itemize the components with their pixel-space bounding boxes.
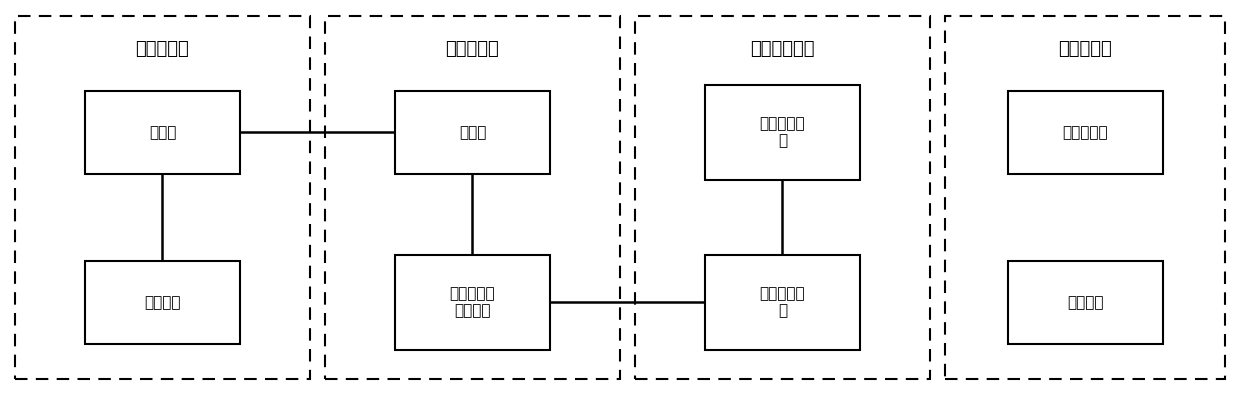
Bar (394, 255, 551, 350)
Text: 抗干扰模块: 抗干扰模块 (1058, 40, 1112, 58)
Text: 遮光眼罩: 遮光眼罩 (1066, 295, 1104, 310)
Bar (325, 16, 620, 379)
Text: 测量程序: 测量程序 (144, 295, 181, 310)
Bar (84, 261, 241, 344)
Bar (704, 255, 861, 350)
Bar (1007, 91, 1163, 174)
Text: 下位机: 下位机 (459, 125, 486, 140)
Bar (635, 16, 930, 379)
Bar (1007, 261, 1163, 344)
Bar (84, 91, 241, 174)
Bar (394, 91, 551, 174)
Text: 振动触觉模块: 振动触觉模块 (750, 40, 815, 58)
Bar (704, 85, 861, 180)
Text: 计算机: 计算机 (149, 125, 176, 140)
Bar (945, 16, 1225, 379)
Text: 交流振动马
达: 交流振动马 达 (760, 286, 805, 318)
Text: 主控制模块: 主控制模块 (135, 40, 190, 58)
Bar (15, 16, 310, 379)
Text: 从控制模块: 从控制模块 (445, 40, 500, 58)
Text: 抗噪音耳罩: 抗噪音耳罩 (1063, 125, 1107, 140)
Text: 马达固定装
置: 马达固定装 置 (760, 116, 805, 149)
Text: 交流振动马
达驱动器: 交流振动马 达驱动器 (450, 286, 495, 318)
